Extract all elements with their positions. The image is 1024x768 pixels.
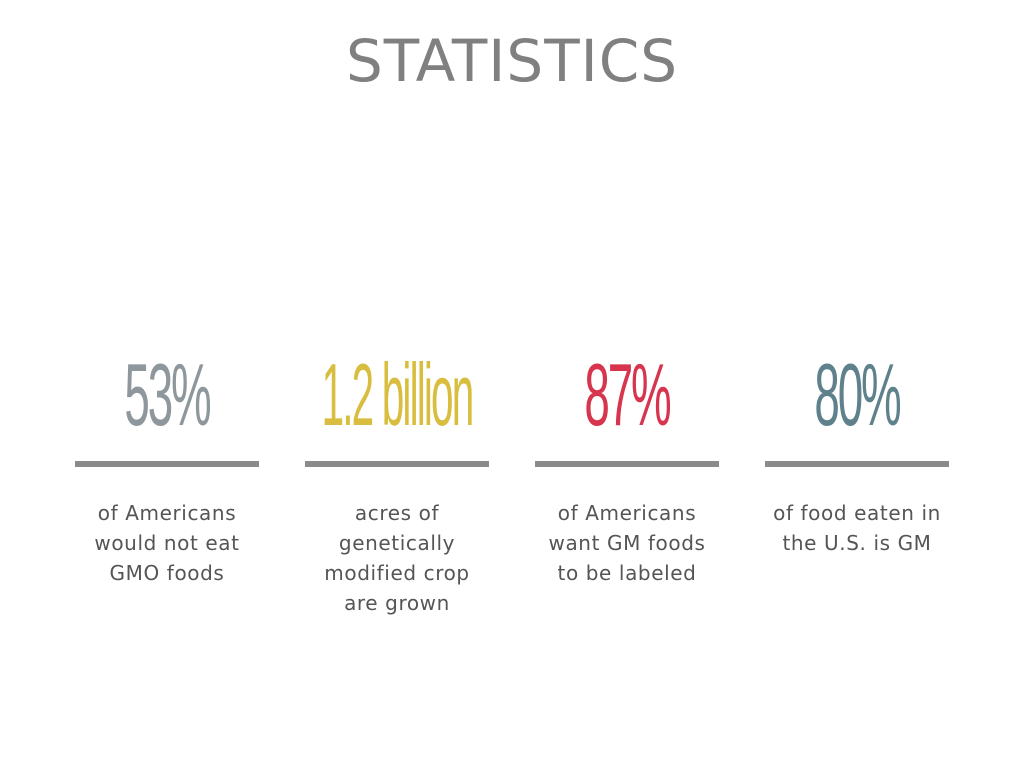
stat-acres-gm-crop: 1.2 billion acres of genetically modifie… [305,345,489,618]
stat-description-line: the U.S. is GM [782,531,932,555]
stat-description-line: want GM foods [548,531,706,555]
stat-value: 80% [814,345,901,444]
stat-description: of food eaten in the U.S. is GM [765,498,949,558]
stat-americans-want-labels: 87% of Americans want GM foods to be lab… [535,345,719,588]
stat-description-line: to be labeled [557,561,697,585]
stat-value: 1.2 billion [321,345,475,444]
stat-description-line: of Americans [97,501,237,525]
stat-description-line: acres of [354,501,440,525]
stat-description-line: would not eat [94,531,240,555]
stat-value: 53% [124,345,211,444]
stat-divider [305,461,489,467]
stat-description-line: modified crop [324,561,470,585]
stat-description-line: are grown [344,591,450,615]
stat-value: 87% [584,345,671,444]
stat-description-line: of food eaten in [773,501,941,525]
stat-food-eaten-gm: 80% of food eaten in the U.S. is GM [765,345,949,558]
stat-divider [75,461,259,467]
stat-description-line: GMO foods [109,561,225,585]
stat-divider [535,461,719,467]
stat-description-line: genetically [338,531,456,555]
slide-title: STATISTICS [345,27,679,95]
stat-americans-would-not-eat: 53% of Americans would not eat GMO foods [75,345,259,588]
stat-description: of Americans would not eat GMO foods [75,498,259,588]
stat-description-line: of Americans [557,501,697,525]
stat-description: acres of genetically modified crop are g… [305,498,489,618]
stat-description: of Americans want GM foods to be labeled [535,498,719,588]
stat-divider [765,461,949,467]
